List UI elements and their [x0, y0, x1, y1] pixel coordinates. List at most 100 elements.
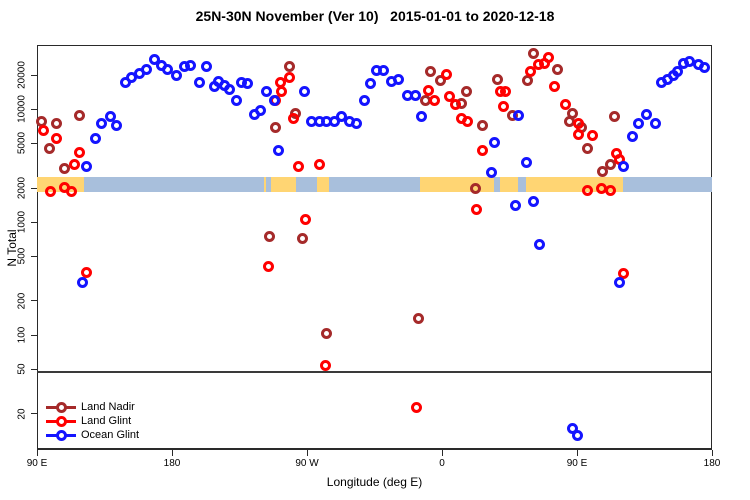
- data-point-ocean-glint: [272, 144, 284, 156]
- land-ocean-band-segment-ocean: [518, 177, 526, 192]
- x-tick: [711, 450, 713, 456]
- data-point-land-glint: [428, 94, 440, 106]
- x-axis-label: Longitude (deg E): [326, 475, 423, 489]
- land-ocean-band-segment-land: [271, 177, 297, 192]
- data-point-land-nadir: [320, 327, 332, 339]
- data-point-ocean-glint: [162, 63, 174, 75]
- data-point-ocean-glint: [260, 85, 272, 97]
- data-point-ocean-glint: [378, 64, 390, 76]
- data-point-land-glint: [51, 132, 63, 144]
- data-point-ocean-glint: [533, 239, 545, 251]
- legend-marker-circle-icon: [55, 415, 67, 427]
- y-tick: [31, 413, 37, 415]
- data-point-ocean-glint: [513, 110, 525, 122]
- x-tick: [576, 450, 578, 456]
- y-tick-label: 200: [16, 292, 28, 310]
- y-tick-label: 50: [16, 363, 28, 375]
- data-point-land-nadir: [434, 74, 446, 86]
- data-point-land-glint: [313, 158, 325, 170]
- data-point-land-nadir: [43, 142, 55, 154]
- x-tick-label: 180: [703, 458, 721, 469]
- data-point-ocean-glint: [298, 85, 310, 97]
- data-point-land-glint: [604, 184, 616, 196]
- data-point-ocean-glint: [415, 111, 427, 123]
- data-point-ocean-glint: [486, 166, 498, 178]
- data-point-land-glint: [68, 158, 80, 170]
- x-tick-label: 180: [163, 458, 181, 469]
- data-point-ocean-glint: [392, 74, 404, 86]
- data-point-land-nadir: [58, 163, 70, 175]
- data-point-land-glint: [476, 144, 488, 156]
- data-point-land-nadir: [609, 111, 621, 123]
- legend-marker: [46, 428, 76, 442]
- y-tick: [31, 187, 37, 189]
- data-point-ocean-glint: [649, 118, 661, 130]
- land-ocean-band-segment-land: [263, 177, 267, 192]
- x-tick: [36, 450, 38, 456]
- data-point-ocean-glint: [223, 83, 235, 95]
- legend-label: Land Nadir: [81, 401, 135, 413]
- data-point-land-glint: [299, 213, 311, 225]
- data-point-land-glint: [66, 185, 78, 197]
- y-tick-label: 1000: [16, 210, 28, 234]
- legend-marker-circle-icon: [55, 429, 67, 441]
- data-point-land-nadir: [283, 60, 295, 72]
- x-tick-label: 90 E: [26, 458, 48, 469]
- data-point-land-glint: [440, 68, 452, 80]
- land-ocean-band-segment-land: [500, 177, 519, 192]
- data-point-land-nadir: [50, 118, 62, 130]
- land-ocean-band-segment-ocean: [83, 177, 264, 192]
- data-point-land-glint: [44, 185, 56, 197]
- data-point-ocean-glint: [672, 65, 684, 77]
- legend-item: Ocean Glint: [46, 428, 139, 442]
- data-point-land-glint: [73, 147, 85, 159]
- data-point-land-nadir: [460, 85, 472, 97]
- data-point-ocean-glint: [254, 104, 266, 116]
- data-point-land-glint: [319, 359, 331, 371]
- x-tick-label: 90 W: [295, 458, 319, 469]
- data-point-land-glint: [423, 84, 435, 96]
- data-point-ocean-glint: [520, 157, 532, 169]
- data-point-land-glint: [449, 99, 461, 111]
- land-ocean-band-segment-land: [419, 177, 495, 192]
- data-point-ocean-glint: [409, 89, 421, 101]
- data-point-land-glint: [573, 128, 585, 140]
- data-point-land-nadir: [477, 120, 489, 132]
- legend-item: Land Nadir: [46, 400, 139, 414]
- data-point-land-glint: [80, 266, 92, 278]
- data-point-land-nadir: [604, 159, 616, 171]
- data-point-ocean-glint: [509, 200, 521, 212]
- legend-marker-circle-icon: [55, 401, 67, 413]
- data-point-ocean-glint: [698, 62, 710, 74]
- land-ocean-band-segment-ocean: [266, 177, 271, 192]
- data-point-ocean-glint: [241, 78, 253, 90]
- data-point-land-glint: [543, 52, 555, 64]
- legend: Land Nadir Land Glint Ocean Glint: [46, 400, 139, 442]
- data-point-land-glint: [559, 99, 571, 111]
- legend-marker: [46, 400, 76, 414]
- data-point-ocean-glint: [268, 95, 280, 107]
- data-point-ocean-glint: [618, 161, 630, 173]
- chart-title: 25N-30N November (Ver 10) 2015-01-01 to …: [195, 8, 555, 24]
- y-tick: [31, 334, 37, 336]
- data-point-ocean-glint: [170, 70, 182, 82]
- data-point-land-glint: [572, 118, 584, 130]
- data-point-land-glint: [498, 100, 510, 112]
- data-point-ocean-glint: [328, 116, 340, 128]
- data-point-land-glint: [586, 130, 598, 142]
- y-tick-label: 5000: [16, 131, 28, 155]
- data-point-land-nadir: [551, 63, 563, 75]
- data-point-ocean-glint: [119, 77, 131, 89]
- data-point-ocean-glint: [640, 108, 652, 120]
- data-point-land-glint: [275, 85, 287, 97]
- data-point-land-glint: [37, 124, 49, 136]
- data-point-land-glint: [411, 401, 423, 413]
- data-point-ocean-glint: [193, 76, 205, 88]
- y-tick: [31, 142, 37, 144]
- legend-label: Ocean Glint: [81, 429, 140, 441]
- legend-marker: [46, 414, 76, 428]
- y-tick: [31, 300, 37, 302]
- data-point-ocean-glint: [364, 78, 376, 90]
- reference-line: [37, 371, 712, 374]
